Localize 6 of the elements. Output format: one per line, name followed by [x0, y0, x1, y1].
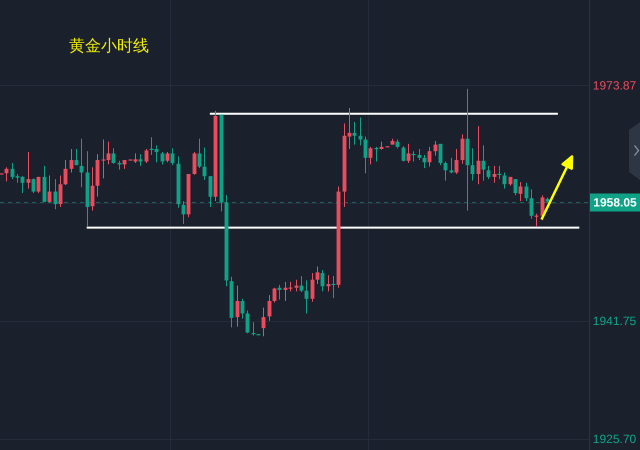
- y-tick-label: 1973.87: [592, 78, 636, 92]
- y-tick-label: 1941.75: [592, 314, 636, 328]
- title: 黄金小时线: [69, 36, 149, 55]
- ref-line-label: 1958.05: [590, 194, 640, 212]
- ref-line-label: 1958.05: [593, 196, 638, 210]
- y-tick-label: 1925.70: [592, 432, 636, 446]
